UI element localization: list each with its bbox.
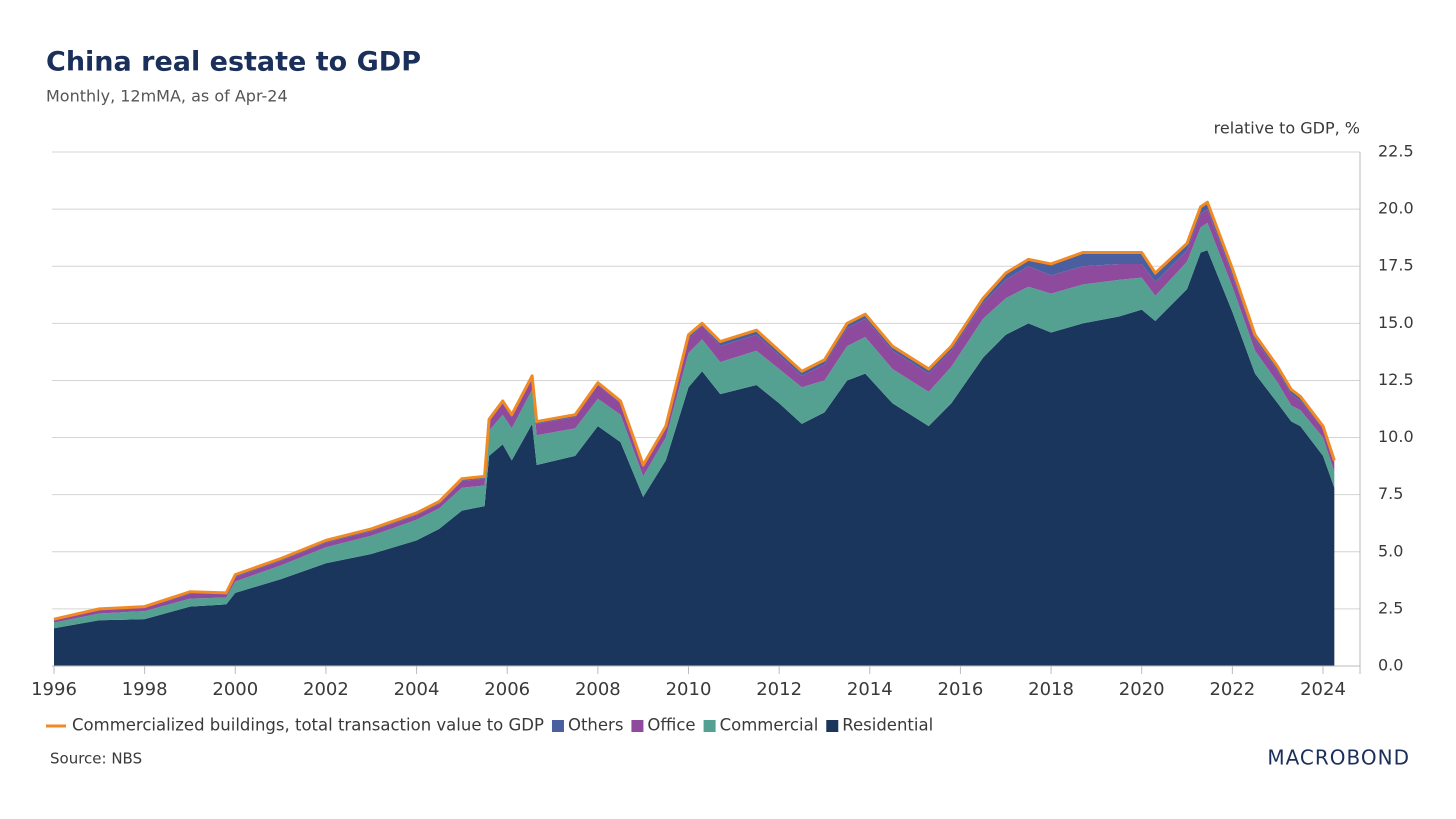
x-tick-label: 2012 <box>756 679 802 700</box>
area <box>54 250 1335 667</box>
chart-subtitle: Monthly, 12mMA, as of Apr-24 <box>46 87 288 106</box>
source: Source: NBS <box>50 750 142 768</box>
x-tick-label: 2006 <box>484 679 530 700</box>
plot-area <box>53 200 1336 667</box>
y-tick-label: 5.0 <box>1378 541 1403 560</box>
line <box>53 200 1336 621</box>
legend-label: Office <box>647 716 695 735</box>
chart-title: China real estate to GDP <box>46 47 421 78</box>
x-tick-label: 2018 <box>1028 679 1074 700</box>
x-tick-label: 2014 <box>847 679 893 700</box>
x-tick-label: 2022 <box>1209 679 1255 700</box>
y-tick-label: 2.5 <box>1378 598 1403 617</box>
y-tick-label: 7.5 <box>1378 484 1403 503</box>
y-tick-label: 0.0 <box>1378 656 1403 675</box>
y-axis-label: relative to GDP, % <box>1214 119 1360 138</box>
legend-label: Residential <box>842 716 933 735</box>
y-tick-label: 12.5 <box>1378 370 1414 389</box>
x-tick-label: 2008 <box>575 679 621 700</box>
legend-label: Commercialized buildings, total transact… <box>72 716 544 735</box>
legend-swatch <box>826 720 839 732</box>
x-tick-label: 1996 <box>31 679 77 700</box>
x-tick-label: 2010 <box>666 679 712 700</box>
y-tick-label: 20.0 <box>1378 199 1414 218</box>
legend-swatch <box>551 720 564 732</box>
x-tick-label: 2004 <box>394 679 440 700</box>
axes: 0.0 2.5 5.0 7.5 10.0 12.5 15.0 17.5 20.0 22.5 1996… <box>31 142 1414 701</box>
brand-logo: MACROBOND <box>1267 746 1410 770</box>
x-tick-label: 1998 <box>122 679 168 700</box>
y-tick-label: 22.5 <box>1378 142 1414 161</box>
x-tick-label: 2024 <box>1300 679 1346 700</box>
legend-label: Commercial <box>720 716 819 735</box>
legend: Commercialized buildings, total transact… <box>46 716 933 735</box>
x-tick-label: 2000 <box>212 679 258 700</box>
y-tick-label: 15.0 <box>1378 313 1414 332</box>
x-tick-label: 2020 <box>1119 679 1165 700</box>
x-tick-label: 2016 <box>938 679 984 700</box>
legend-swatch <box>631 720 644 732</box>
x-tick-label: 2002 <box>303 679 349 700</box>
legend-swatch <box>703 720 716 732</box>
area <box>54 222 1335 629</box>
legend-label: Others <box>568 716 623 735</box>
y-tick-label: 17.5 <box>1378 256 1414 275</box>
y-tick-label: 10.0 <box>1378 427 1414 446</box>
